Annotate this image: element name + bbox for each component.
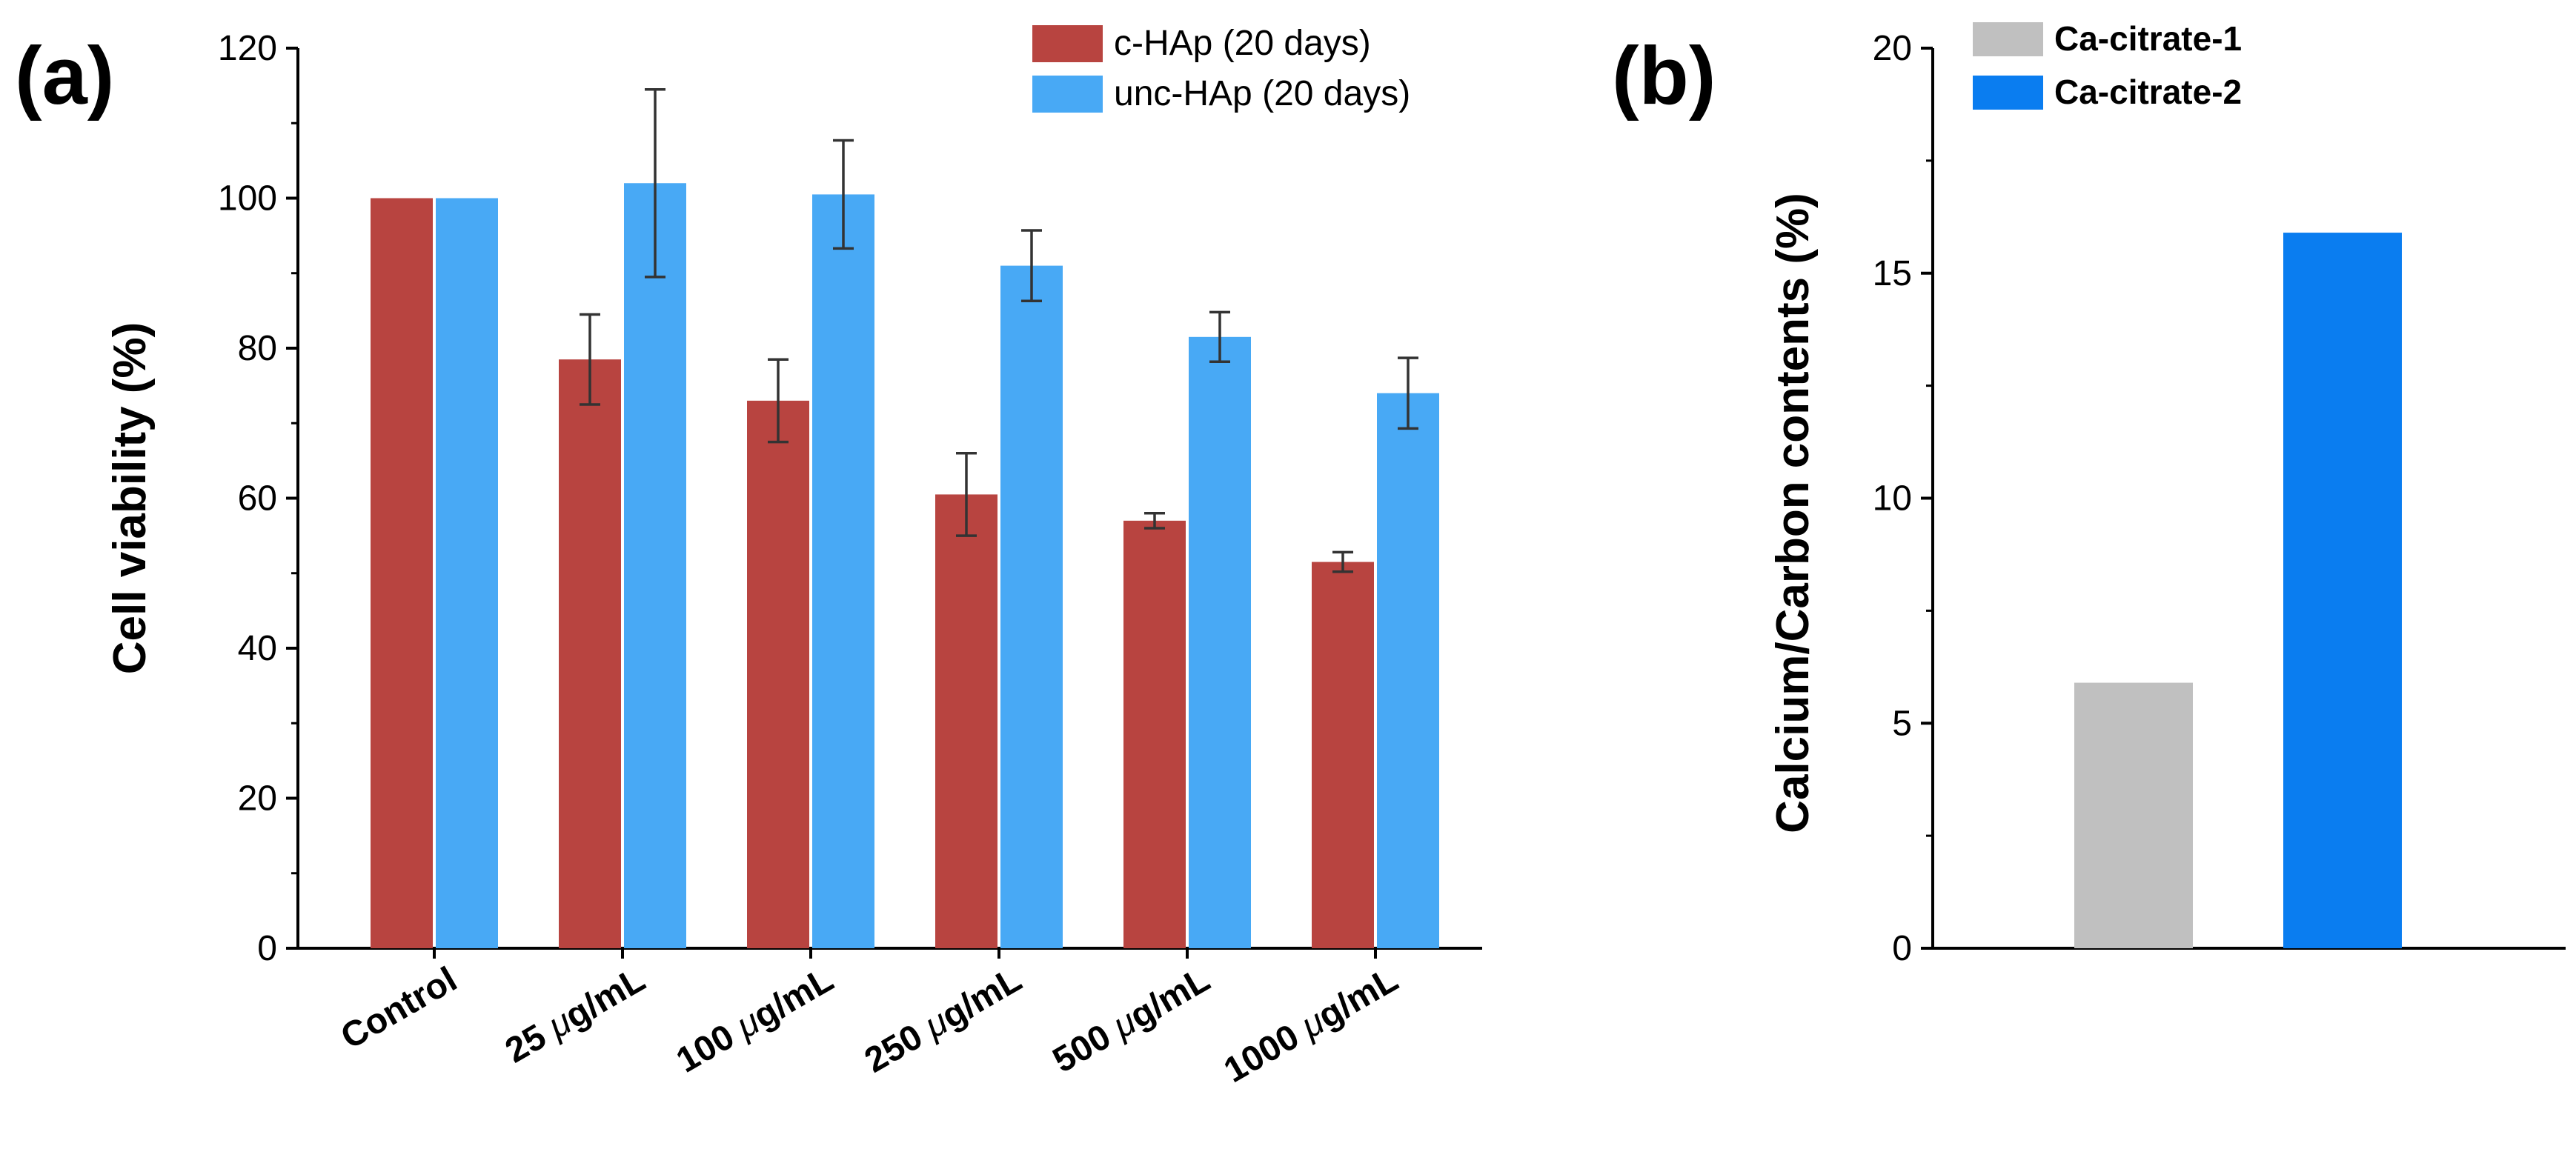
panel-b-y-tick-label: 5 <box>1892 704 1912 743</box>
panel-b-y-tick-label: 0 <box>1892 929 1912 968</box>
panel-a-category-label: 250 μg/mL <box>858 960 1028 1081</box>
panel-a-category-label: Control <box>334 960 463 1057</box>
panel-b-y-tick-label: 15 <box>1873 254 1912 293</box>
panel-a-bar <box>1000 265 1063 948</box>
panel-b-bars <box>2074 233 2402 948</box>
panel-a-bar <box>1312 562 1374 948</box>
panel-a-label: (a) <box>15 30 114 121</box>
panel-a-y-tick-label: 40 <box>238 629 277 668</box>
panel-a-bar <box>747 400 809 948</box>
panel-a-legend-swatch <box>1032 25 1103 62</box>
panel-b-y-tick-label: 10 <box>1873 479 1912 519</box>
panel-a-legend: c-HAp (20 days) unc-HAp (20 days) <box>1032 24 1410 113</box>
panel-b-legend: Ca-citrate-1 Ca-citrate-2 <box>1973 19 2242 111</box>
panel-a-legend-label: c-HAp (20 days) <box>1114 24 1371 63</box>
panel-a-bar <box>559 359 621 948</box>
panel-a-y-tick-label: 60 <box>238 479 277 519</box>
panel-a-bar <box>1189 336 1251 948</box>
panel-a-bar <box>624 183 686 948</box>
panel-a-category-label: 25 μg/mL <box>499 960 651 1071</box>
panel-a-y-tick-label: 80 <box>238 329 277 368</box>
panel-a-category-label: 100 μg/mL <box>670 960 840 1081</box>
panel-b-axes: 0 5 10 15 20 <box>1873 29 2566 968</box>
panel-a-category-unit-rest: g/mL <box>1123 960 1217 1036</box>
panel-a-bars <box>371 87 1439 948</box>
panel-a-legend-label: unc-HAp (20 days) <box>1114 74 1410 113</box>
panel-b-bar <box>2283 233 2402 948</box>
panel-b-chart: (b) Calcium/Carbon contents (%) 0 5 10 15 20… <box>1612 19 2566 968</box>
panel-b-bar <box>2074 682 2193 948</box>
panel-a-y-axis-title: Cell viability (%) <box>104 322 156 674</box>
panel-a-category-unit-rest: g/mL <box>559 960 652 1036</box>
panel-a-bar <box>371 198 433 948</box>
panel-a-bar <box>1123 520 1186 948</box>
panel-a-category-label: 500 μg/mL <box>1046 960 1216 1081</box>
panel-a-chart: (a) Cell viability (%) 0 20 40 60 80 100 120 C… <box>15 24 1482 1090</box>
panel-a-category-label: 1000 μg/mL <box>1218 960 1405 1090</box>
panel-a-category-unit-rest: g/mL <box>747 960 840 1036</box>
panel-b-legend-label: Ca-citrate-1 <box>2054 19 2242 58</box>
panel-b-legend-label: Ca-citrate-2 <box>2054 73 2242 111</box>
panel-a-legend-swatch <box>1032 76 1103 113</box>
panel-a-y-tick-label: 120 <box>218 29 277 68</box>
panel-b-legend-swatch <box>1973 22 2043 56</box>
panel-a-bar <box>935 494 997 948</box>
panel-a-bar <box>812 194 874 948</box>
panel-a-y-tick-label: 0 <box>257 929 277 968</box>
panel-a-y-tick-label: 20 <box>238 779 277 819</box>
panel-a-bar <box>436 198 498 948</box>
panel-b-y-tick-label: 20 <box>1873 29 1912 68</box>
panel-a-y-tick-label: 100 <box>218 179 277 219</box>
panel-a-category-unit-rest: g/mL <box>1312 960 1405 1036</box>
panel-b-label: (b) <box>1612 30 1716 121</box>
panel-b-y-axis-title: Calcium/Carbon contents (%) <box>1767 193 1819 833</box>
panel-a-bar <box>1377 393 1439 948</box>
panel-b-legend-swatch <box>1973 76 2043 110</box>
panel-a-category-unit-rest: g/mL <box>935 960 1029 1036</box>
